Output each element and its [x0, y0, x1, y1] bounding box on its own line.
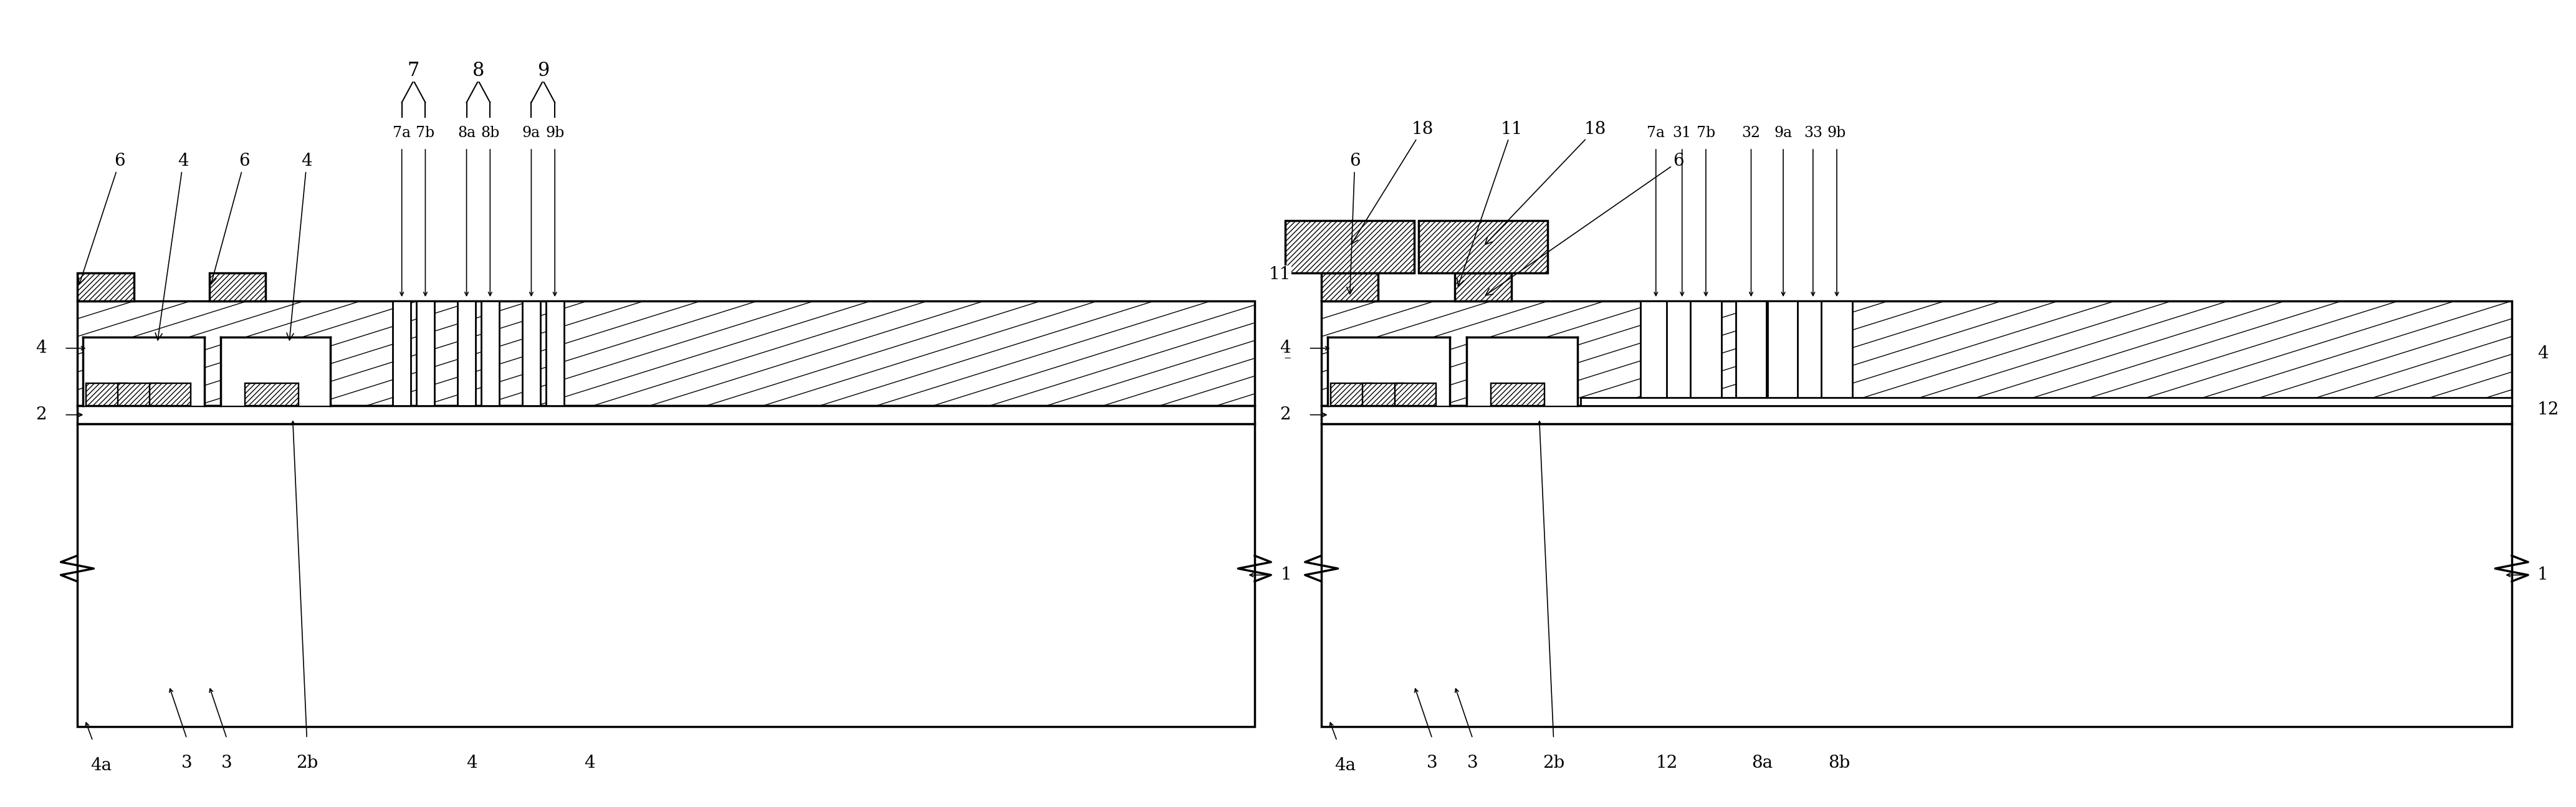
Bar — [222, 337, 330, 406]
Text: 2: 2 — [36, 407, 46, 423]
Text: 3: 3 — [180, 755, 193, 771]
Text: 3: 3 — [1427, 755, 1437, 771]
Text: 4: 4 — [2537, 345, 2548, 362]
Text: 4a: 4a — [1334, 757, 1355, 774]
Text: 7a: 7a — [1646, 126, 1664, 140]
Bar — [82, 337, 204, 406]
Bar — [77, 406, 1255, 424]
Bar — [1641, 301, 1672, 406]
Text: 8b: 8b — [1829, 755, 1850, 771]
Bar — [1332, 383, 1373, 406]
Bar — [459, 301, 477, 406]
Bar — [1394, 383, 1435, 406]
Bar — [1798, 301, 1829, 406]
Bar — [118, 383, 160, 406]
Text: 9a: 9a — [523, 126, 541, 140]
Bar — [1363, 383, 1404, 406]
Text: 32: 32 — [1741, 126, 1759, 140]
Bar — [1321, 406, 2512, 424]
Text: 1: 1 — [1280, 567, 1291, 583]
Text: 7b: 7b — [415, 126, 435, 140]
Bar — [1667, 301, 1698, 406]
Bar — [149, 383, 191, 406]
Text: 2b: 2b — [1543, 755, 1564, 771]
Bar — [1821, 301, 1852, 406]
Text: 7: 7 — [407, 61, 420, 81]
Text: 4: 4 — [585, 755, 595, 771]
Bar — [417, 301, 435, 406]
Bar — [1690, 301, 1721, 406]
Text: 9b: 9b — [546, 126, 564, 140]
Text: 31: 31 — [1672, 126, 1692, 140]
Text: 18: 18 — [1486, 121, 1607, 245]
Text: 4: 4 — [36, 340, 46, 357]
Bar — [77, 273, 134, 301]
Bar — [1736, 301, 1767, 406]
Bar — [1327, 337, 1450, 406]
Text: 6: 6 — [77, 153, 126, 284]
Text: 6: 6 — [1486, 153, 1685, 295]
Bar — [523, 301, 541, 406]
Bar — [77, 301, 1255, 406]
Bar — [1285, 220, 1414, 273]
Text: 11: 11 — [1267, 266, 1291, 283]
Text: 8: 8 — [471, 61, 484, 81]
Text: 4: 4 — [1280, 345, 1291, 362]
Text: 4: 4 — [1280, 340, 1291, 357]
Bar — [1455, 273, 1512, 301]
Bar — [1466, 337, 1577, 406]
Text: 9: 9 — [536, 61, 549, 81]
Text: 2b: 2b — [296, 755, 317, 771]
Bar — [77, 424, 1255, 726]
Text: 8a: 8a — [459, 126, 477, 140]
Text: 33: 33 — [1803, 126, 1821, 140]
Text: 4: 4 — [155, 153, 188, 340]
Bar — [546, 301, 564, 406]
Bar — [1419, 220, 1548, 273]
Bar — [1582, 398, 2512, 406]
Text: 9a: 9a — [1775, 126, 1793, 140]
Text: 7a: 7a — [392, 126, 410, 140]
Text: 9b: 9b — [1826, 126, 1847, 140]
Text: 7b: 7b — [1698, 126, 1716, 140]
Bar — [1321, 424, 2512, 726]
Text: 18: 18 — [1352, 121, 1435, 244]
Bar — [245, 383, 299, 406]
Text: 4a: 4a — [90, 757, 111, 774]
Text: 4: 4 — [466, 755, 477, 771]
Text: 6: 6 — [1347, 153, 1360, 294]
Bar — [1767, 301, 1798, 406]
Text: 4: 4 — [286, 153, 312, 340]
Text: 3: 3 — [1468, 755, 1479, 771]
Bar — [482, 301, 500, 406]
Bar — [1321, 273, 1378, 301]
Text: 8a: 8a — [1752, 755, 1772, 771]
Bar — [1321, 301, 2512, 406]
Text: 6: 6 — [209, 153, 250, 284]
Bar — [85, 383, 126, 406]
Text: 12: 12 — [2537, 402, 2561, 418]
Text: 3: 3 — [222, 755, 232, 771]
Bar — [392, 301, 410, 406]
Text: 8b: 8b — [482, 126, 500, 140]
Text: 11: 11 — [1458, 121, 1522, 286]
Text: 2: 2 — [1280, 407, 1291, 423]
Text: 12: 12 — [1656, 755, 1677, 771]
Bar — [209, 273, 265, 301]
Bar — [1492, 383, 1546, 406]
Text: 1: 1 — [2537, 567, 2548, 583]
